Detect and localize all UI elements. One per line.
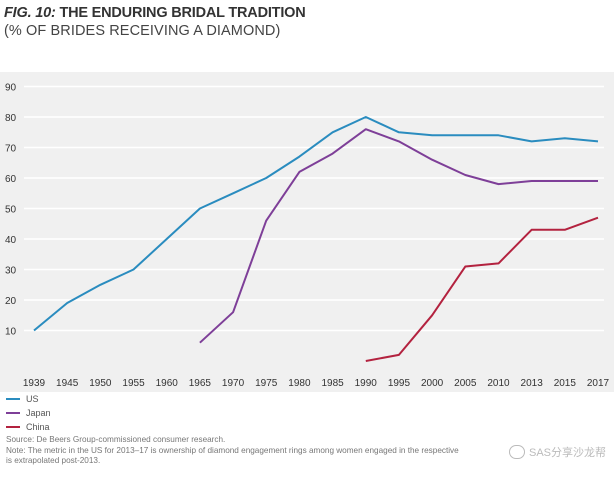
x-tick-label: 1965 — [189, 378, 212, 389]
series-line-us — [33, 116, 599, 332]
legend-label-us: US — [26, 394, 39, 404]
chart-notes: Source: De Beers Group-commissioned cons… — [6, 435, 606, 467]
series-line-japan — [199, 128, 598, 344]
legend-item-us: US — [6, 392, 51, 406]
chart-subtitle: (% OF BRIDES RECEIVING A DIAMOND) — [4, 23, 281, 39]
fig-label: FIG. 10: — [4, 5, 56, 21]
series-line-china — [365, 216, 599, 362]
legend-swatch-china — [6, 426, 20, 428]
y-tick-label: 20 — [5, 296, 17, 307]
legend-item-japan: Japan — [6, 406, 51, 420]
x-tick-label: 1950 — [89, 378, 112, 389]
x-tick-label: 1939 — [23, 378, 46, 389]
x-tick-label: 2000 — [421, 378, 444, 389]
x-tick-label: 2010 — [487, 378, 510, 389]
x-tick-label: 1995 — [388, 378, 411, 389]
legend-swatch-japan — [6, 412, 20, 414]
y-tick-label: 50 — [5, 205, 17, 216]
line-chart: 10 20 30 40 50 60 70 80 90 1939 1945 1950 1955 1960 19… — [5, 83, 610, 390]
x-tick-label: 1945 — [56, 378, 79, 389]
y-tick-label: 30 — [5, 266, 17, 277]
metric-note: Note: The metric in the US for 2013–17 i… — [6, 445, 459, 455]
y-tick-label: 90 — [5, 83, 17, 94]
watermark: SAS分享沙龙帮 — [508, 444, 606, 460]
metric-note-continued: is extrapolated post-2013. — [6, 456, 101, 465]
chart-title: FIG. 10: THE ENDURING BRIDAL TRADITION — [4, 4, 306, 22]
source-note: Source: De Beers Group-commissioned cons… — [6, 435, 226, 444]
y-tick-label: 10 — [5, 327, 17, 338]
y-tick-label: 60 — [5, 174, 17, 185]
x-tick-label: 2005 — [454, 378, 477, 389]
legend-item-china: China — [6, 420, 51, 434]
y-tick-label: 40 — [5, 235, 17, 246]
chat-bubble-icon — [508, 445, 525, 459]
x-tick-label: 1970 — [222, 378, 245, 389]
title-text: THE ENDURING BRIDAL TRADITION — [59, 5, 306, 21]
y-tick-label: 70 — [5, 144, 17, 155]
x-tick-label: 1985 — [321, 378, 344, 389]
legend: US Japan China — [6, 392, 51, 434]
title-block: FIG. 10: THE ENDURING BRIDAL TRADITION (… — [4, 4, 306, 40]
legend-label-japan: Japan — [26, 408, 51, 418]
x-tick-label: 2017 — [587, 378, 610, 389]
x-tick-label: 1980 — [288, 378, 311, 389]
x-tick-label: 1955 — [122, 378, 145, 389]
watermark-text: SAS分享沙龙帮 — [528, 447, 606, 459]
legend-label-china: China — [26, 422, 50, 432]
x-tick-label: 1990 — [355, 378, 378, 389]
y-tick-label: 80 — [5, 113, 17, 124]
x-tick-label: 1975 — [255, 378, 278, 389]
x-tick-label: 1960 — [156, 378, 179, 389]
legend-swatch-us — [6, 398, 20, 400]
x-tick-label: 2015 — [554, 378, 577, 389]
x-tick-label: 2013 — [521, 378, 544, 389]
chart-background — [0, 72, 614, 392]
